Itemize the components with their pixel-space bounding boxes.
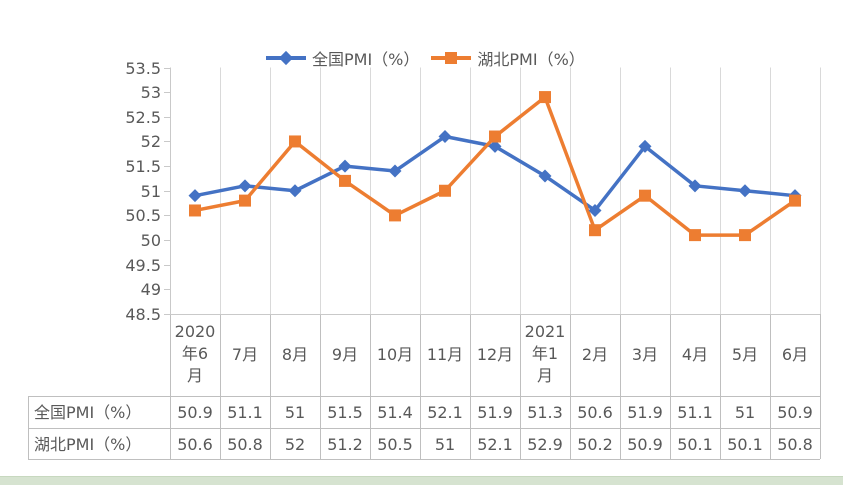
diamond-marker-icon — [278, 50, 294, 66]
data-point-square-hubei-pmi — [239, 194, 251, 207]
data-point-diamond-national-pmi — [488, 139, 502, 153]
y-tick-label: 52.5 — [125, 108, 161, 127]
legend-label-national-pmi: 全国PMI（%） — [312, 50, 420, 69]
y-tick-label: 48.5 — [125, 305, 161, 324]
table-cell-value: 50.8 — [777, 435, 813, 454]
data-point-square-hubei-pmi — [389, 209, 401, 222]
x-tick-label: 6月 — [782, 345, 808, 364]
x-tick-label: 11月 — [427, 345, 463, 364]
series-line-hubei-pmi — [193, 95, 797, 237]
data-point-diamond-national-pmi — [288, 184, 302, 198]
x-tick-label: 7月 — [232, 345, 258, 364]
data-point-diamond-national-pmi — [238, 179, 252, 193]
legend-item-hubei-pmi[interactable]: 湖北PMI（%） — [431, 46, 585, 70]
data-point-square-hubei-pmi — [189, 204, 201, 217]
data-point-diamond-national-pmi — [638, 139, 652, 153]
x-tick-label: 2月 — [582, 345, 608, 364]
table-cell-value: 52.9 — [527, 435, 563, 454]
legend-label-hubei-pmi: 湖北PMI（%） — [477, 50, 585, 69]
table-cell-value: 51.2 — [327, 435, 363, 454]
hubei-pmi-legend-marker-icon — [431, 51, 472, 65]
data-point-square-hubei-pmi — [789, 194, 801, 207]
table-cell-value: 50.2 — [577, 435, 613, 454]
data-point-square-hubei-pmi — [289, 135, 301, 148]
data-point-square-hubei-pmi — [339, 174, 351, 187]
x-tick-label: 4月 — [682, 345, 708, 364]
y-tick-label: 51 — [141, 182, 161, 201]
table-row-header-national-pmi: 全国PMI（%） — [34, 403, 141, 422]
data-point-diamond-national-pmi — [588, 203, 602, 217]
x-tick-label: 2020 年6 月 — [175, 322, 216, 385]
table-cell-value: 52.1 — [477, 435, 513, 454]
data-point-diamond-national-pmi — [738, 184, 752, 198]
data-point-square-hubei-pmi — [489, 130, 501, 143]
data-point-diamond-national-pmi — [688, 179, 702, 193]
x-tick-label: 10月 — [377, 345, 413, 364]
table-cell-value: 50.1 — [677, 435, 713, 454]
data-point-square-hubei-pmi — [589, 224, 601, 237]
data-point-square-hubei-pmi — [689, 229, 701, 242]
page-bottom-strip — [0, 476, 843, 485]
table-cell-value: 51.3 — [527, 403, 563, 422]
table-cell-value: 51.4 — [377, 403, 413, 422]
x-tick-label: 5月 — [732, 345, 758, 364]
table-cell-value: 52 — [285, 435, 305, 454]
chart-legend: 全国PMI（%） 湖北PMI（%） — [266, 46, 585, 70]
data-point-diamond-national-pmi — [188, 189, 202, 203]
y-tick-label: 50 — [141, 231, 161, 250]
table-cell-value: 50.9 — [627, 435, 663, 454]
table-cell-value: 52.1 — [427, 403, 463, 422]
y-tick-label: 53 — [141, 83, 161, 102]
table-cell-value: 51.1 — [227, 403, 263, 422]
table-cell-value: 50.9 — [177, 403, 213, 422]
data-point-square-hubei-pmi — [739, 229, 751, 242]
table-cell-value: 51.1 — [677, 403, 713, 422]
data-point-square-hubei-pmi — [439, 184, 451, 197]
data-point-square-hubei-pmi — [639, 189, 651, 202]
table-row-header-hubei-pmi: 湖北PMI（%） — [34, 435, 141, 454]
table-cell-value: 50.9 — [777, 403, 813, 422]
y-tick-label: 51.5 — [125, 157, 161, 176]
table-cell-value: 51.9 — [477, 403, 513, 422]
x-tick-label: 8月 — [282, 345, 308, 364]
table-cell-value: 51.5 — [327, 403, 363, 422]
y-tick-label: 50.5 — [125, 206, 161, 225]
x-tick-label: 2021 年1 月 — [525, 322, 566, 385]
table-cell-value: 51.9 — [627, 403, 663, 422]
y-tick-label: 53.5 — [125, 59, 161, 78]
square-marker-icon — [445, 52, 458, 64]
x-tick-label: 12月 — [477, 345, 513, 364]
table-cell-value: 51 — [435, 435, 455, 454]
table-cell-value: 51 — [735, 403, 755, 422]
legend-item-national-pmi[interactable]: 全国PMI（%） — [266, 46, 419, 70]
table-cell-value: 50.1 — [727, 435, 763, 454]
y-tick-label: 49.5 — [125, 256, 161, 275]
table-cell-value: 50.8 — [227, 435, 263, 454]
table-cell-value: 51 — [285, 403, 305, 422]
data-point-square-hubei-pmi — [539, 91, 551, 104]
table-cell-value: 50.6 — [177, 435, 213, 454]
y-tick-label: 49 — [141, 280, 161, 299]
table-cell-value: 50.6 — [577, 403, 613, 422]
x-tick-label: 3月 — [632, 345, 658, 364]
data-point-diamond-national-pmi — [438, 130, 452, 144]
y-tick-label: 52 — [141, 132, 161, 151]
data-point-diamond-national-pmi — [338, 159, 352, 173]
table-cell-value: 50.5 — [377, 435, 413, 454]
national-pmi-legend-marker-icon — [266, 50, 306, 66]
data-point-diamond-national-pmi — [388, 164, 402, 178]
data-point-diamond-national-pmi — [538, 169, 552, 183]
x-tick-label: 9月 — [332, 345, 358, 364]
